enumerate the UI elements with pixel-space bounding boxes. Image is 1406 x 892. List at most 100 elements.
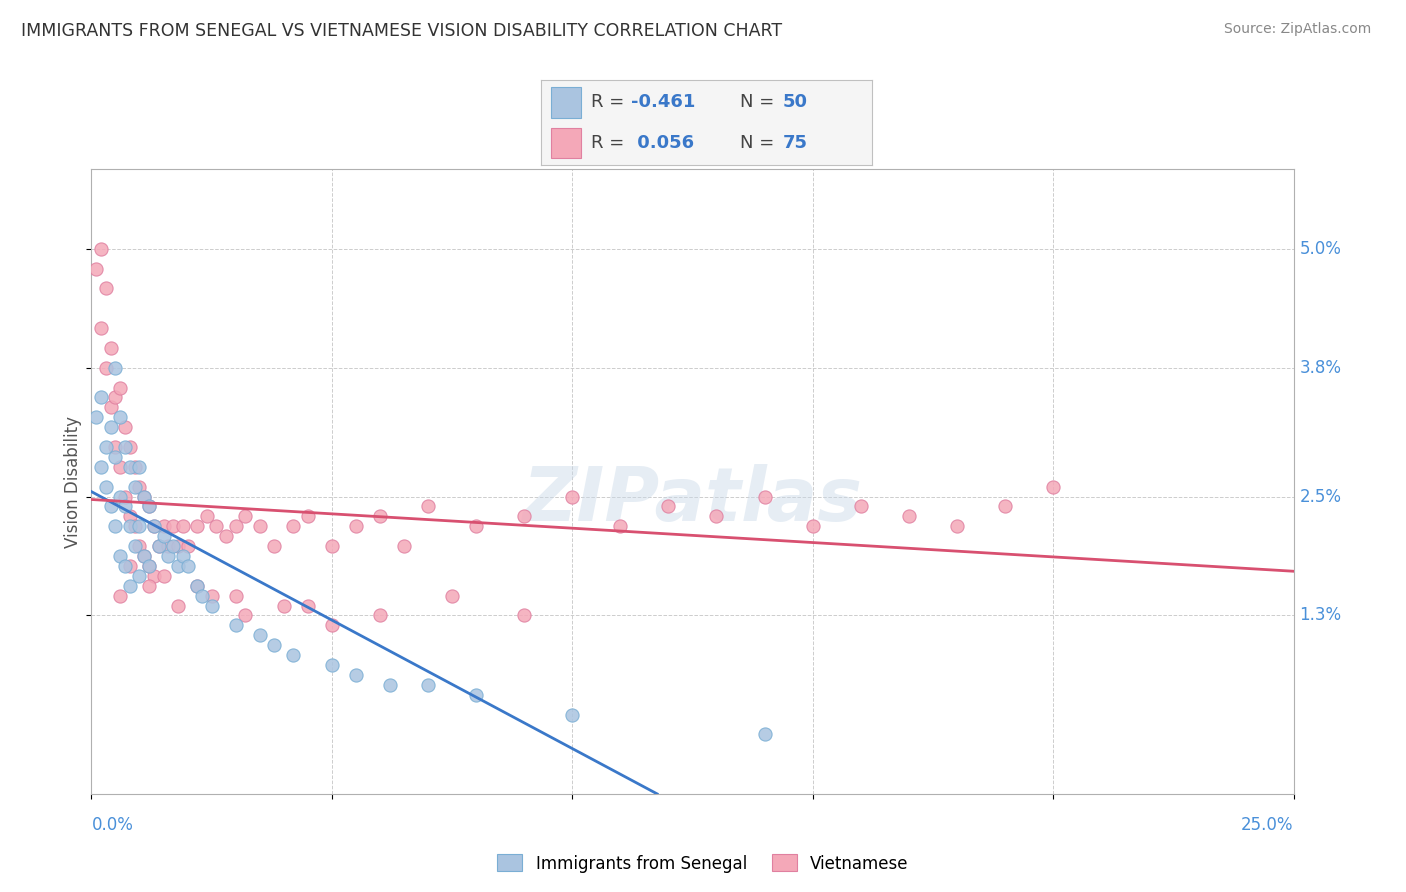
Point	[191, 589, 214, 603]
Point	[657, 500, 679, 514]
Point	[90, 242, 112, 256]
Point	[134, 490, 156, 504]
Text: Source: ZipAtlas.com: Source: ZipAtlas.com	[1223, 22, 1371, 37]
Point	[225, 519, 247, 533]
Point	[176, 558, 198, 573]
Point	[849, 500, 872, 514]
Point	[84, 261, 107, 276]
Point	[195, 509, 218, 524]
Point	[110, 380, 132, 394]
Text: 0.056: 0.056	[630, 134, 693, 152]
Point	[263, 539, 285, 553]
Point	[104, 391, 127, 405]
Point	[128, 480, 150, 494]
Point	[104, 440, 127, 454]
Point	[392, 539, 415, 553]
Point	[124, 519, 146, 533]
Point	[152, 569, 174, 583]
Text: 0.0%: 0.0%	[91, 816, 134, 834]
Point	[416, 500, 439, 514]
Point	[118, 579, 141, 593]
Text: N =: N =	[740, 94, 779, 112]
Point	[134, 549, 156, 563]
Point	[172, 549, 194, 563]
Point	[513, 509, 536, 524]
Point	[114, 490, 136, 504]
Point	[100, 420, 122, 434]
Point	[283, 648, 305, 662]
Point	[152, 529, 174, 543]
Point	[128, 459, 150, 474]
Point	[186, 579, 208, 593]
Point	[152, 519, 174, 533]
Point	[233, 509, 256, 524]
Point	[297, 599, 319, 613]
Point	[134, 549, 156, 563]
Point	[513, 608, 536, 623]
Point	[205, 519, 228, 533]
Text: R =: R =	[591, 94, 630, 112]
Point	[215, 529, 238, 543]
Point	[138, 558, 160, 573]
Point	[118, 519, 141, 533]
Point	[225, 618, 247, 632]
Point	[321, 539, 343, 553]
Point	[134, 490, 156, 504]
Text: 25.0%: 25.0%	[1241, 816, 1294, 834]
Text: 50: 50	[783, 94, 807, 112]
Point	[124, 459, 146, 474]
Point	[94, 360, 117, 375]
Text: IMMIGRANTS FROM SENEGAL VS VIETNAMESE VISION DISABILITY CORRELATION CHART: IMMIGRANTS FROM SENEGAL VS VIETNAMESE VI…	[21, 22, 782, 40]
Point	[609, 519, 631, 533]
Point	[148, 539, 170, 553]
Point	[186, 519, 208, 533]
Point	[946, 519, 969, 533]
Point	[378, 678, 401, 692]
Point	[801, 519, 824, 533]
Point	[114, 500, 136, 514]
Point	[100, 341, 122, 355]
Text: 75: 75	[783, 134, 807, 152]
Legend: Immigrants from Senegal, Vietnamese: Immigrants from Senegal, Vietnamese	[491, 847, 915, 880]
Point	[368, 608, 391, 623]
Point	[138, 579, 160, 593]
Point	[321, 658, 343, 673]
Point	[416, 678, 439, 692]
Point	[114, 558, 136, 573]
Point	[110, 490, 132, 504]
Point	[368, 509, 391, 524]
Point	[157, 539, 180, 553]
Point	[138, 500, 160, 514]
Point	[201, 599, 224, 613]
Point	[186, 579, 208, 593]
Bar	[551, 87, 581, 118]
Point	[110, 459, 132, 474]
Point	[128, 569, 150, 583]
Point	[138, 558, 160, 573]
Point	[118, 459, 141, 474]
Point	[138, 500, 160, 514]
Point	[344, 668, 367, 682]
Point	[157, 549, 180, 563]
Point	[167, 599, 190, 613]
Point	[128, 539, 150, 553]
Point	[162, 519, 184, 533]
Point	[118, 440, 141, 454]
Text: 1.3%: 1.3%	[1299, 607, 1341, 624]
Point	[94, 440, 117, 454]
Point	[706, 509, 728, 524]
Y-axis label: Vision Disability: Vision Disability	[65, 416, 83, 548]
Point	[94, 480, 117, 494]
Point	[110, 589, 132, 603]
Point	[465, 519, 488, 533]
Point	[148, 539, 170, 553]
Point	[90, 391, 112, 405]
Point	[104, 450, 127, 464]
Point	[110, 549, 132, 563]
Point	[172, 519, 194, 533]
Text: 3.8%: 3.8%	[1299, 359, 1341, 376]
Point	[114, 420, 136, 434]
Point	[283, 519, 305, 533]
Text: N =: N =	[740, 134, 779, 152]
Point	[110, 410, 132, 425]
